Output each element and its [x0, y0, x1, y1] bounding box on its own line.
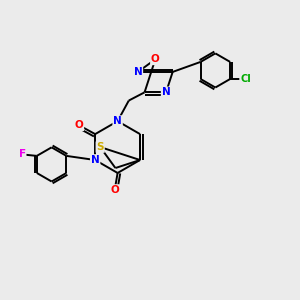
Text: O: O — [75, 120, 83, 130]
Text: N: N — [113, 116, 122, 126]
Text: F: F — [19, 149, 26, 159]
Text: O: O — [110, 185, 119, 195]
Text: N: N — [162, 87, 170, 97]
Text: N: N — [134, 67, 142, 77]
Text: S: S — [96, 142, 104, 152]
Text: Cl: Cl — [240, 74, 251, 84]
Text: N: N — [91, 155, 100, 165]
Text: O: O — [151, 54, 160, 64]
